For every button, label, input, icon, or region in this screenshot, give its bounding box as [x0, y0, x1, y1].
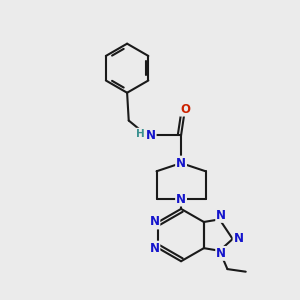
- Text: N: N: [233, 232, 244, 245]
- Text: N: N: [216, 209, 226, 222]
- Text: N: N: [149, 215, 159, 229]
- Text: N: N: [149, 242, 159, 255]
- Text: H: H: [136, 129, 145, 139]
- Text: N: N: [146, 129, 156, 142]
- Text: N: N: [216, 247, 226, 260]
- Text: N: N: [176, 193, 186, 206]
- Text: O: O: [180, 103, 190, 116]
- Text: N: N: [176, 157, 186, 169]
